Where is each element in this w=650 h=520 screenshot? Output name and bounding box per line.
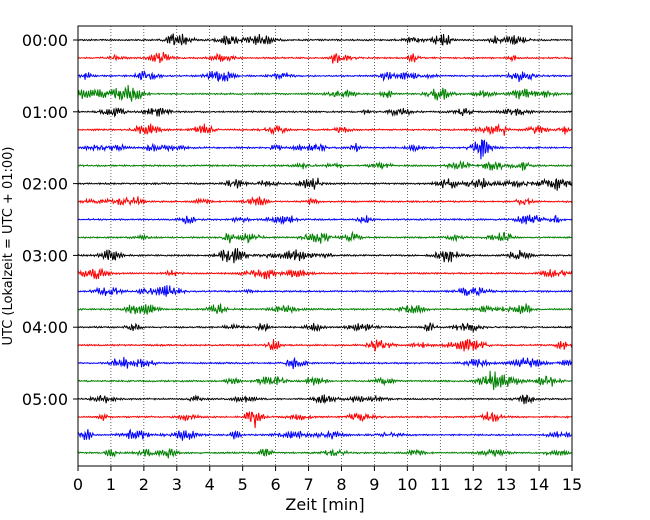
x-tick-label: 0 — [73, 475, 83, 494]
seismic-trace — [77, 303, 573, 315]
x-tick-label: 2 — [139, 475, 149, 494]
seismic-trace — [77, 448, 573, 459]
seismic-trace — [77, 69, 573, 83]
x-tick-label: 3 — [172, 475, 182, 494]
seismic-trace — [77, 139, 573, 160]
x-tick-label: 1 — [106, 475, 116, 494]
x-tick-label: 15 — [562, 475, 582, 494]
seismic-trace — [77, 248, 573, 264]
x-axis-label: Zeit [min] — [285, 495, 364, 514]
seismic-trace — [77, 159, 573, 171]
y-tick-label: 00:00 — [22, 31, 68, 50]
y-axis-ticks: 00:00 01:00 02:00 03:00 04:00 05:00 — [22, 31, 78, 409]
seismic-trace — [77, 370, 573, 391]
seismic-trace — [77, 230, 573, 244]
plot-frame — [77, 25, 573, 467]
seismic-trace — [77, 394, 573, 405]
seismic-trace — [77, 196, 573, 207]
seismic-trace — [77, 84, 573, 102]
seismic-trace — [77, 33, 573, 46]
seismic-trace — [77, 267, 573, 280]
seismic-trace — [77, 106, 573, 118]
x-tick-label: 13 — [496, 475, 516, 494]
x-tick-label: 11 — [430, 475, 450, 494]
seismic-trace — [77, 338, 573, 352]
y-tick-label: 01:00 — [22, 103, 68, 122]
y-tick-label: 05:00 — [22, 390, 68, 409]
y-tick-label: 02:00 — [22, 175, 68, 194]
seismic-trace — [77, 410, 573, 429]
grid-lines — [110, 26, 540, 466]
x-tick-label: 12 — [463, 475, 483, 494]
x-tick-label: 9 — [369, 475, 379, 494]
x-tick-label: 7 — [303, 475, 313, 494]
seismic-trace — [77, 51, 573, 64]
x-tick-label: 6 — [271, 475, 281, 494]
x-tick-label: 14 — [529, 475, 549, 494]
seismic-trace — [77, 428, 573, 441]
seismic-traces — [77, 33, 573, 459]
seismic-trace — [77, 285, 573, 297]
x-axis-ticks: 0 1 2 3 4 5 6 7 8 9 10 11 12 13 14 15 — [73, 466, 582, 494]
seismic-trace — [77, 356, 573, 370]
seismic-trace — [77, 177, 573, 191]
x-tick-label: 4 — [205, 475, 215, 494]
y-axis-label: UTC (Lokalzeit = UTC + 01:00) — [1, 147, 16, 346]
x-tick-label: 5 — [238, 475, 248, 494]
y-tick-label: 03:00 — [22, 246, 68, 265]
seismic-trace — [77, 123, 573, 136]
seismic-trace — [77, 214, 573, 226]
seismic-trace — [77, 322, 573, 334]
x-tick-label: 8 — [336, 475, 346, 494]
y-tick-label: 04:00 — [22, 318, 68, 337]
x-tick-label: 10 — [397, 475, 417, 494]
